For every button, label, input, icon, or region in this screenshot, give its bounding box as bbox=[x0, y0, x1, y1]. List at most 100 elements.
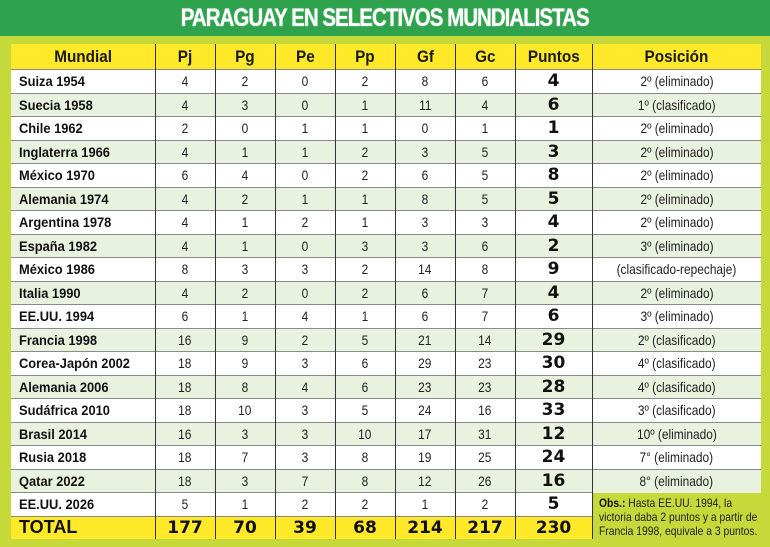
table-row: Argentina 1978 4 1 2 1 3 3 4 2º (eliminado) bbox=[11, 210, 761, 234]
cell-puntos: 12 bbox=[514, 421, 592, 446]
note-cell: Obs.: Hasta EE.UU. 1994, la victoria dab… bbox=[591, 492, 761, 539]
cell-gf: 3 bbox=[394, 139, 455, 164]
cell-puntos: 2 bbox=[514, 233, 592, 258]
cell-gc: 16 bbox=[454, 398, 515, 422]
cell-pg: 3 bbox=[214, 257, 275, 281]
header-row: Mundial Pj Pg Pe Pp Gf Gc Puntos Posició… bbox=[11, 44, 761, 70]
cell-pg: 0 bbox=[214, 116, 275, 140]
cell-mundial: Alemania 2006 bbox=[11, 374, 155, 399]
cell-mundial: Francia 1998 bbox=[11, 327, 155, 352]
table-row: Alemania 2006 18 8 4 6 23 23 28 4º (clasificado) bbox=[11, 374, 761, 399]
cell-gc: 1 bbox=[454, 116, 515, 140]
cell-pe: 2 bbox=[274, 492, 335, 516]
cell-pe: 3 bbox=[274, 421, 335, 446]
table-row: México 1986 8 3 3 2 14 8 9 (clasificado-repechaj… bbox=[11, 257, 761, 281]
cell-pp: 2 bbox=[334, 257, 395, 281]
cell-pg: 3 bbox=[214, 92, 275, 117]
table-row: Alemania 1974 4 2 1 1 8 5 5 2º (eliminado) bbox=[11, 186, 761, 211]
cell-pj: 16 bbox=[154, 421, 215, 446]
cell-pj: 4 bbox=[154, 186, 215, 211]
page-title: PARAGUAY EN SELECTIVOS MUNDIALISTAS bbox=[181, 3, 590, 32]
cell-posicion: 4º (clasificado) bbox=[591, 351, 761, 375]
cell-mundial: Brasil 2014 bbox=[11, 421, 155, 446]
cell-pp: 1 bbox=[334, 186, 395, 211]
cell-pg: 9 bbox=[214, 351, 275, 375]
cell-posicion: 10º (eliminado) bbox=[591, 421, 761, 446]
cell-pe: 2 bbox=[274, 210, 335, 234]
col-header-pg: Pg bbox=[214, 44, 275, 70]
table-row: Suecia 1958 4 3 0 1 11 4 6 1º (clasificado) bbox=[11, 92, 761, 117]
cell-pg: 1 bbox=[214, 492, 275, 516]
cell-puntos: 5 bbox=[514, 186, 592, 211]
table-row: Suiza 1954 4 2 0 2 8 6 4 2º (eliminado) bbox=[11, 69, 761, 93]
cell-puntos: 16 bbox=[514, 468, 592, 493]
cell-pg: 8 bbox=[214, 374, 275, 399]
cell-pg: 2 bbox=[214, 69, 275, 93]
cell-pe: 7 bbox=[274, 468, 335, 493]
cell-pg: 1 bbox=[214, 139, 275, 164]
cell-pp: 6 bbox=[334, 374, 395, 399]
cell-gf: 6 bbox=[394, 163, 455, 187]
cell-posicion: 2º (eliminado) bbox=[591, 139, 761, 164]
cell-mundial: Qatar 2022 bbox=[11, 468, 155, 493]
cell-puntos: 28 bbox=[514, 374, 592, 399]
cell-puntos: 6 bbox=[514, 304, 592, 328]
cell-pe: 1 bbox=[274, 116, 335, 140]
cell-posicion: 2º (eliminado) bbox=[591, 69, 761, 93]
cell-pj: 6 bbox=[154, 163, 215, 187]
cell-posicion: 3º (clasificado) bbox=[591, 398, 761, 422]
cell-pe: 3 bbox=[274, 398, 335, 422]
table-row: España 1982 4 1 0 3 3 6 2 3º (eliminado) bbox=[11, 233, 761, 258]
cell-pj: 18 bbox=[154, 351, 215, 375]
cell-gc: 5 bbox=[454, 139, 515, 164]
col-header-pe: Pe bbox=[274, 44, 335, 70]
cell-gc: 5 bbox=[454, 186, 515, 211]
cell-pp: 1 bbox=[334, 210, 395, 234]
cell-gc: 23 bbox=[454, 351, 515, 375]
total-pp: 68 bbox=[334, 515, 395, 539]
total-puntos: 230 bbox=[514, 515, 592, 539]
cell-gc: 14 bbox=[454, 327, 515, 352]
col-header-pp: Pp bbox=[334, 44, 395, 70]
cell-pj: 8 bbox=[154, 257, 215, 281]
cell-pe: 0 bbox=[274, 92, 335, 117]
cell-puntos: 24 bbox=[514, 445, 592, 469]
cell-gf: 19 bbox=[394, 445, 455, 469]
cell-puntos: 3 bbox=[514, 139, 592, 164]
cell-gf: 11 bbox=[394, 92, 455, 117]
cell-pj: 5 bbox=[154, 492, 215, 516]
cell-pj: 4 bbox=[154, 139, 215, 164]
cell-pp: 1 bbox=[334, 304, 395, 328]
col-header-gc: Gc bbox=[454, 44, 515, 70]
table-row: Brasil 2014 16 3 3 10 17 31 12 10º (eliminado) bbox=[11, 421, 761, 446]
cell-gc: 4 bbox=[454, 92, 515, 117]
cell-gc: 31 bbox=[454, 421, 515, 446]
cell-puntos: 29 bbox=[514, 327, 592, 352]
table-row: Inglaterra 1966 4 1 1 2 3 5 3 2º (eliminado) bbox=[11, 139, 761, 164]
table-row: México 1970 6 4 0 2 6 5 8 2º (eliminado) bbox=[11, 163, 761, 187]
cell-pp: 1 bbox=[334, 92, 395, 117]
cell-pj: 18 bbox=[154, 468, 215, 493]
cell-gf: 6 bbox=[394, 280, 455, 305]
table-row: EE.UU. 1994 6 1 4 1 6 7 6 3º (eliminado) bbox=[11, 304, 761, 328]
total-row: TOTAL 177 70 39 68 214 217 230 bbox=[11, 515, 761, 539]
total-pe: 39 bbox=[274, 515, 335, 539]
cell-mundial: España 1982 bbox=[11, 233, 155, 258]
cell-pe: 4 bbox=[274, 304, 335, 328]
cell-gc: 7 bbox=[454, 304, 515, 328]
cell-pj: 4 bbox=[154, 210, 215, 234]
cell-posicion: 2º (eliminado) bbox=[591, 116, 761, 140]
table-row: Corea-Japón 2002 18 9 3 6 29 23 30 4º (clasifica… bbox=[11, 351, 761, 375]
cell-pp: 2 bbox=[334, 139, 395, 164]
cell-pj: 4 bbox=[154, 233, 215, 258]
cell-pg: 10 bbox=[214, 398, 275, 422]
cell-pp: 2 bbox=[334, 280, 395, 305]
cell-posicion: 1º (clasificado) bbox=[591, 92, 761, 117]
cell-posicion: 8° (eliminado) bbox=[591, 468, 761, 493]
cell-mundial: Italia 1990 bbox=[11, 280, 155, 305]
table-row: Sudáfrica 2010 18 10 3 5 24 16 33 3º (clasificad… bbox=[11, 398, 761, 422]
cell-pp: 2 bbox=[334, 492, 395, 516]
table-row: Rusia 2018 18 7 3 8 19 25 24 7° (eliminado) bbox=[11, 445, 761, 469]
cell-pg: 1 bbox=[214, 304, 275, 328]
cell-mundial: México 1986 bbox=[11, 257, 155, 281]
